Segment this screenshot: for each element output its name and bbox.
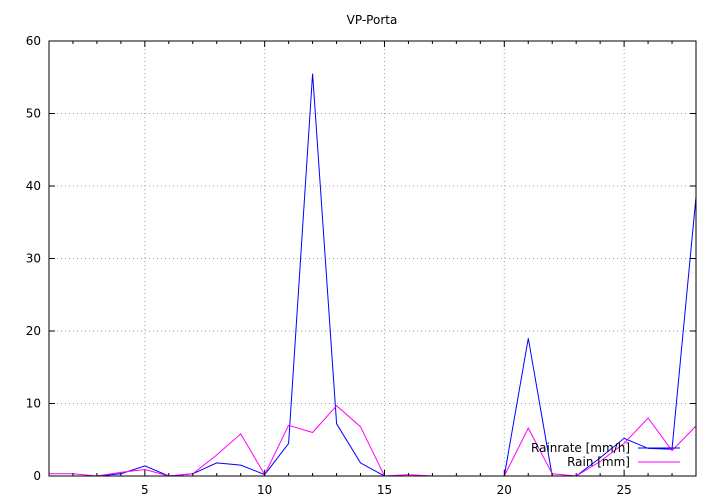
legend: Rainrate [mm/h]Rain [mm] [531, 441, 680, 469]
legend-label: Rain [mm] [567, 455, 630, 469]
y-tick-label: 20 [26, 324, 41, 338]
axes: 0 10 20 30 40 50 60 5 10 15 20 25 [26, 34, 697, 497]
legend-label: Rainrate [mm/h] [531, 441, 630, 455]
y-tick-label: 10 [26, 397, 41, 411]
series-line-2 [49, 404, 697, 477]
x-tick-label: 5 [141, 483, 149, 497]
y-tick-label: 60 [26, 34, 41, 48]
series-line-1 [49, 73, 697, 477]
y-tick-label: 30 [26, 252, 41, 266]
x-tick-label: 15 [377, 483, 392, 497]
plot-frame [48, 40, 697, 477]
y-tick-label: 40 [26, 179, 41, 193]
y-tick-label: 0 [33, 469, 41, 483]
grid-lines [49, 41, 696, 476]
y-tick-label: 50 [26, 107, 41, 121]
series-lines [49, 73, 697, 477]
chart-title: VP-Porta [347, 13, 398, 27]
x-tick-label: 25 [616, 483, 631, 497]
x-tick-label: 10 [257, 483, 272, 497]
x-tick-label: 20 [497, 483, 512, 497]
